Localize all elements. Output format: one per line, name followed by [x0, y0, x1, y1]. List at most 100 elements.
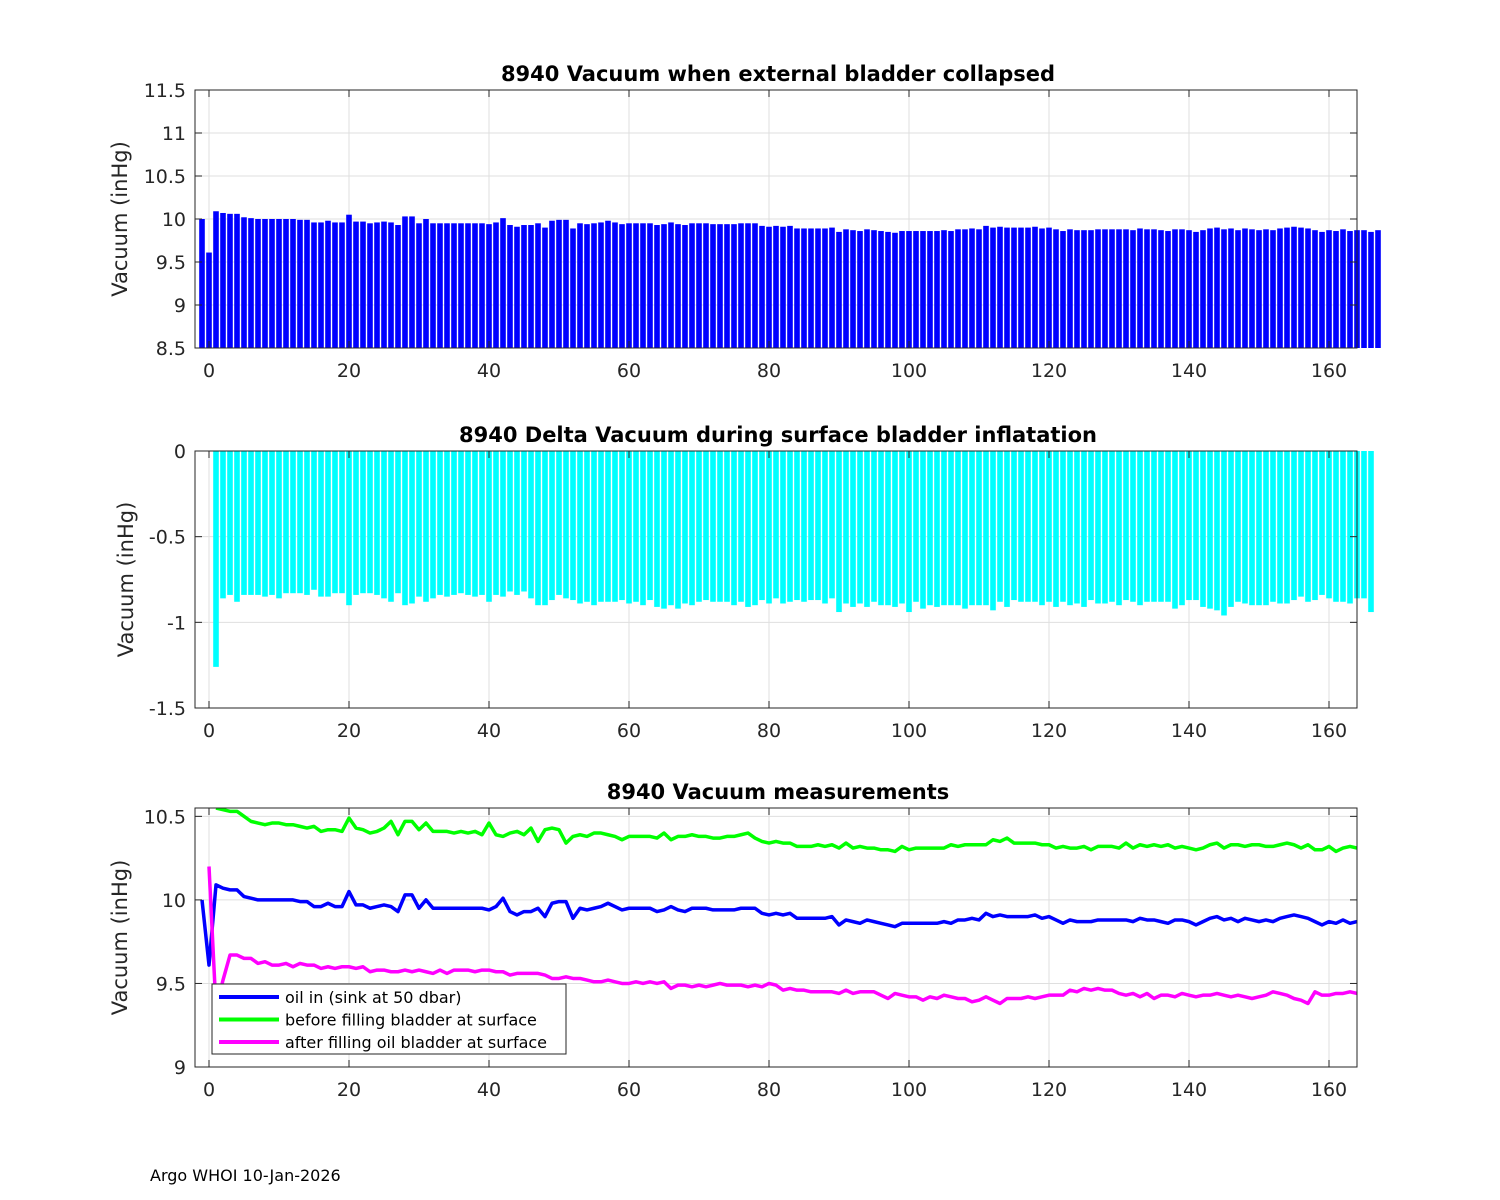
- bar: [269, 219, 275, 348]
- bar: [1088, 451, 1094, 601]
- bar: [1095, 229, 1101, 348]
- bar: [549, 451, 555, 601]
- bar: [752, 223, 758, 348]
- bar: [878, 451, 884, 606]
- bar: [465, 451, 471, 595]
- bar: [234, 451, 240, 602]
- bar: [213, 451, 219, 667]
- series-line: [200, 883, 1357, 967]
- bar: [710, 224, 716, 348]
- x-tick-label: 60: [617, 720, 641, 742]
- bar: [325, 220, 331, 348]
- bar: [1361, 451, 1367, 599]
- x-tick-label: 20: [337, 720, 361, 742]
- bar: [318, 222, 324, 348]
- bar: [234, 213, 240, 348]
- bar: [1158, 230, 1164, 348]
- bar: [1018, 451, 1024, 602]
- bar: [500, 451, 506, 597]
- x-tick-label: 100: [891, 720, 927, 742]
- x-tick-label: 160: [1311, 360, 1347, 382]
- bar: [1368, 231, 1374, 348]
- bar: [619, 451, 625, 601]
- bar: [1263, 229, 1269, 348]
- bar: [1312, 451, 1318, 601]
- bar: [563, 219, 569, 348]
- bar: [731, 451, 737, 606]
- bar: [780, 226, 786, 348]
- bar: [675, 451, 681, 609]
- bar: [1046, 227, 1052, 348]
- bar: [1228, 451, 1234, 607]
- x-tick-label: 160: [1311, 720, 1347, 742]
- bar: [423, 219, 429, 348]
- bar: [1039, 228, 1045, 348]
- bar: [556, 451, 562, 595]
- bar: [486, 451, 492, 602]
- bar: [843, 229, 849, 348]
- bar: [507, 451, 513, 592]
- bar: [367, 223, 373, 348]
- bar: [409, 216, 415, 348]
- bar: [227, 213, 233, 348]
- bar: [248, 218, 254, 348]
- bar: [528, 225, 534, 348]
- bar: [332, 222, 338, 348]
- bar: [206, 252, 212, 348]
- bar: [213, 211, 219, 348]
- x-tick-label: 40: [477, 360, 501, 382]
- bar: [1186, 451, 1192, 601]
- bar: [227, 451, 233, 595]
- bar: [934, 451, 940, 607]
- bar: [325, 451, 331, 597]
- x-tick-label: 140: [1171, 360, 1207, 382]
- chart-title: 8940 Vacuum when external bladder collap…: [501, 62, 1055, 86]
- bar: [962, 451, 968, 609]
- y-axis-label: Vacuum (inHg): [108, 860, 132, 1016]
- bar: [927, 231, 933, 348]
- bar: [430, 451, 436, 599]
- bar: [423, 451, 429, 602]
- bar: [437, 451, 443, 595]
- bar: [549, 220, 555, 348]
- bar: [745, 451, 751, 607]
- bar: [521, 225, 527, 348]
- bar: [1305, 228, 1311, 348]
- y-tick-label: 10.5: [144, 806, 186, 828]
- bar: [1011, 451, 1017, 601]
- bar: [871, 230, 877, 348]
- x-tick-label: 0: [203, 720, 215, 742]
- bar: [605, 451, 611, 602]
- x-tick-label: 40: [477, 720, 501, 742]
- bar: [1270, 451, 1276, 602]
- bar: [458, 451, 464, 594]
- x-tick-label: 60: [617, 360, 641, 382]
- x-tick-label: 40: [477, 1079, 501, 1101]
- bar: [1200, 230, 1206, 348]
- axes-box: [194, 450, 1358, 709]
- bar: [297, 219, 303, 348]
- legend-label: oil in (sink at 50 dbar): [285, 988, 462, 1007]
- bar: [297, 451, 303, 594]
- axes-box: [194, 807, 1358, 1068]
- bar: [507, 225, 513, 348]
- bar: [1312, 230, 1318, 348]
- bar: [1256, 230, 1262, 348]
- bar: [500, 218, 506, 348]
- bar: [612, 222, 618, 348]
- bar: [808, 228, 814, 348]
- bar: [1277, 451, 1283, 604]
- bar: [626, 223, 632, 348]
- bar: [451, 223, 457, 348]
- bar: [381, 451, 387, 599]
- bar: [1109, 229, 1115, 348]
- bar: [675, 224, 681, 348]
- bar: [773, 451, 779, 599]
- bar: [353, 451, 359, 595]
- bar: [584, 224, 590, 348]
- bar: [906, 451, 912, 613]
- bar: [640, 223, 646, 348]
- bar: [248, 451, 254, 595]
- bar: [353, 221, 359, 348]
- bar: [1081, 230, 1087, 348]
